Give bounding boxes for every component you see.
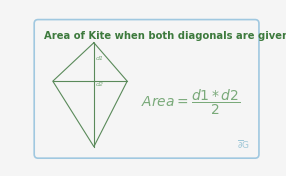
Text: d2: d2: [96, 82, 104, 87]
FancyBboxPatch shape: [34, 20, 259, 158]
Text: d1: d1: [96, 56, 104, 61]
Text: $\overline{\partial}$G: $\overline{\partial}$G: [237, 138, 250, 151]
Text: $\mathit{Area} = \dfrac{\mathit{d}1 * \mathit{d}2}{2}$: $\mathit{Area} = \dfrac{\mathit{d}1 * \m…: [141, 87, 241, 117]
Text: Area of Kite when both diagonals are given: Area of Kite when both diagonals are giv…: [43, 31, 286, 41]
